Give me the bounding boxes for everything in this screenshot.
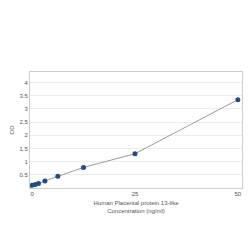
svg-text:50: 50 [235,191,242,197]
svg-text:1.5: 1.5 [19,146,28,152]
svg-text:Human Placental protein 13-lik: Human Placental protein 13-likeConcentra… [93,200,179,214]
svg-text:25: 25 [132,191,139,197]
svg-text:2.5: 2.5 [19,119,28,125]
svg-text:4: 4 [24,80,28,86]
svg-text:0: 0 [30,191,34,197]
svg-text:3.5: 3.5 [19,93,28,99]
svg-text:OD: OD [9,125,15,135]
svg-text:0.5: 0.5 [19,172,28,178]
svg-text:2: 2 [24,132,28,138]
svg-text:1: 1 [24,159,28,165]
svg-text:3: 3 [24,106,28,112]
